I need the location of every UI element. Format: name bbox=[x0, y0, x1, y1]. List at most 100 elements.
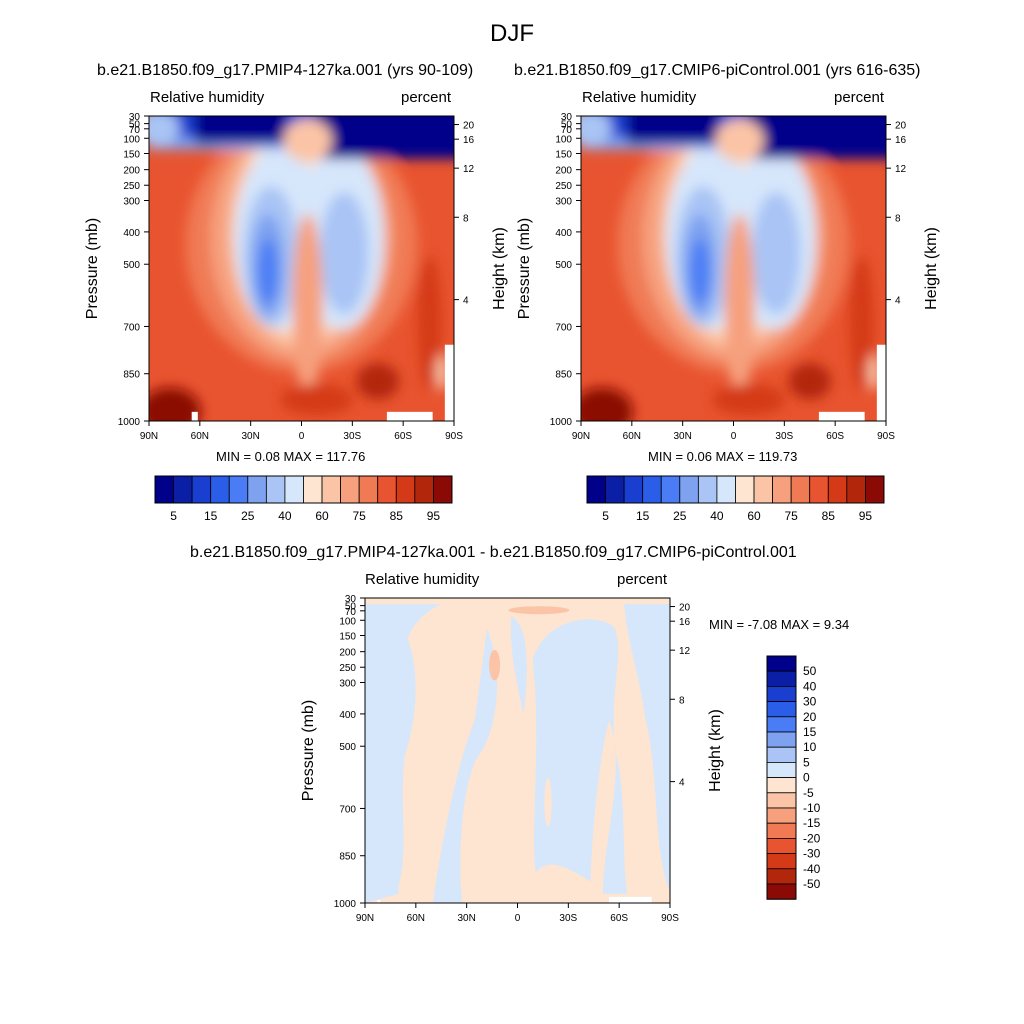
colorbar-box bbox=[766, 807, 797, 824]
bl-nh-pole bbox=[581, 387, 633, 421]
colorbar-label: -30 bbox=[803, 847, 821, 861]
colorbar-label: 40 bbox=[710, 509, 724, 523]
colorbar-box bbox=[766, 868, 797, 885]
diff-missing-1 bbox=[377, 899, 381, 903]
panel3-rtick-label: 4 bbox=[679, 778, 685, 789]
panel1-xtick-label: 90S bbox=[445, 431, 463, 442]
strat-sh-dry bbox=[748, 116, 886, 159]
colorbar-box bbox=[660, 475, 681, 504]
panel1-ytick-label: 200 bbox=[123, 166, 140, 177]
colorbar-box bbox=[766, 746, 797, 763]
colorbar-label: 50 bbox=[803, 664, 817, 678]
colorbar-box bbox=[735, 475, 755, 504]
panel2-ytick-label: 150 bbox=[555, 150, 572, 161]
colorbar-frame bbox=[766, 655, 797, 900]
panel2-rtick-label: 20 bbox=[895, 121, 907, 132]
panel1-xtick-label: 30S bbox=[343, 431, 361, 442]
diff-pos-sliver bbox=[544, 777, 552, 827]
colorbar-box bbox=[414, 475, 434, 504]
colorbar-label: 75 bbox=[784, 509, 798, 523]
panel2-variable-label: Relative humidity bbox=[582, 89, 697, 106]
colorbar-label: 40 bbox=[803, 679, 817, 693]
panel3-min-max: MIN = -7.08 MAX = 9.34 bbox=[709, 617, 850, 632]
diff-contours bbox=[365, 604, 670, 903]
panel1-xtick-label: 60S bbox=[394, 431, 412, 442]
bl-sh-midlat bbox=[788, 363, 832, 400]
colorbar-box bbox=[605, 475, 625, 504]
panel3-ytick-label: 100 bbox=[339, 616, 356, 627]
panel2-xtick-label: 90S bbox=[877, 431, 895, 442]
colorbar-box bbox=[809, 475, 829, 504]
panel2-ytick-label: 700 bbox=[555, 322, 572, 333]
panel1-ytick-label: 100 bbox=[123, 134, 140, 145]
missing-topo-sh bbox=[386, 411, 433, 421]
colorbar-box bbox=[865, 475, 885, 504]
panel3-rtick-label: 20 bbox=[679, 603, 691, 614]
tropopause-moist bbox=[283, 119, 332, 162]
panel1-field bbox=[149, 116, 454, 421]
panel3-variable-label: Relative humidity bbox=[365, 571, 480, 588]
panel1-ytick-label: 1000 bbox=[118, 417, 141, 428]
colorbar-box bbox=[766, 822, 797, 839]
panel3-rtick-label: 12 bbox=[679, 646, 691, 657]
panel3-rtick-label: 8 bbox=[679, 695, 685, 706]
panel2-xtick-label: 60N bbox=[623, 431, 641, 442]
panel1-ylabel-right: Height (km) bbox=[491, 227, 508, 310]
panel3-field bbox=[365, 598, 670, 903]
colorbar-box bbox=[766, 655, 797, 672]
colorbar-label: -50 bbox=[803, 877, 821, 891]
panel2-title: b.e21.B1850.f09_g17.CMIP6-piControl.001 … bbox=[514, 62, 921, 79]
panel3-ytick-label: 50 bbox=[345, 602, 357, 613]
panel2-ytick-label: 250 bbox=[555, 181, 572, 192]
panel3-ytick-label: 300 bbox=[339, 678, 356, 689]
colorbar-label: 95 bbox=[427, 509, 441, 523]
colorbar-box bbox=[753, 475, 773, 504]
panel1-ytick-label: 300 bbox=[123, 196, 140, 207]
panel2-xtick-label: 90N bbox=[572, 431, 590, 442]
diff-neg-tropics-upper bbox=[510, 616, 527, 714]
tropopause-moist bbox=[715, 119, 764, 162]
colorbar-label: 95 bbox=[859, 509, 873, 523]
panel1-rtick-label: 20 bbox=[463, 121, 475, 132]
colorbar-box bbox=[642, 475, 662, 504]
panel1-ytick-label: 150 bbox=[123, 150, 140, 161]
colorbar-box bbox=[340, 475, 360, 504]
bl-sh-midlat bbox=[356, 363, 400, 400]
colorbar-label: 15 bbox=[636, 509, 650, 523]
panel3-ytick-label: 30 bbox=[345, 594, 357, 605]
panel1-xtick-label: 60N bbox=[191, 431, 209, 442]
diff-neg-nh-high bbox=[371, 613, 416, 894]
panel3-xtick-label: 30N bbox=[457, 913, 475, 924]
colorbar-box bbox=[586, 475, 606, 504]
colorbar-box bbox=[766, 701, 797, 718]
sh-edge-light bbox=[435, 353, 448, 391]
colorbar-label: 10 bbox=[803, 740, 817, 754]
colorbar-box bbox=[321, 475, 342, 504]
panel1-title: b.e21.B1850.f09_g17.PMIP4-127ka.001 (yrs… bbox=[97, 62, 474, 79]
colorbar-box bbox=[191, 475, 212, 504]
panel1-ytick-label: 700 bbox=[123, 322, 140, 333]
colorbar-label: 5 bbox=[803, 755, 810, 769]
panel3-ytick-label: 1000 bbox=[334, 899, 357, 910]
strat-nh-dry bbox=[194, 116, 287, 144]
colorbar-box bbox=[766, 777, 797, 794]
colorbar-box bbox=[790, 475, 811, 504]
strat-nh-dry bbox=[626, 116, 719, 144]
panel2-rtick-label: 12 bbox=[895, 164, 907, 175]
panel1-rtick-label: 8 bbox=[463, 213, 469, 224]
colorbar-label: 40 bbox=[278, 509, 292, 523]
panel2-min-max: MIN = 0.06 MAX = 119.73 bbox=[648, 449, 798, 464]
panel1-rtick-label: 4 bbox=[463, 296, 469, 307]
tropical-tower bbox=[292, 213, 323, 397]
panel1-ytick-label: 70 bbox=[129, 125, 141, 136]
colorbar-label: 60 bbox=[315, 509, 329, 523]
diff-neg-nh-subtrop bbox=[432, 628, 497, 903]
colorbar-box bbox=[766, 762, 797, 779]
colorbar-label: 0 bbox=[803, 771, 810, 785]
diff-pos-sh-edge bbox=[638, 814, 647, 852]
colorbar-label: 15 bbox=[803, 725, 817, 739]
panel2-xtick-label: 30S bbox=[775, 431, 793, 442]
colorbar-label: 5 bbox=[602, 509, 609, 523]
